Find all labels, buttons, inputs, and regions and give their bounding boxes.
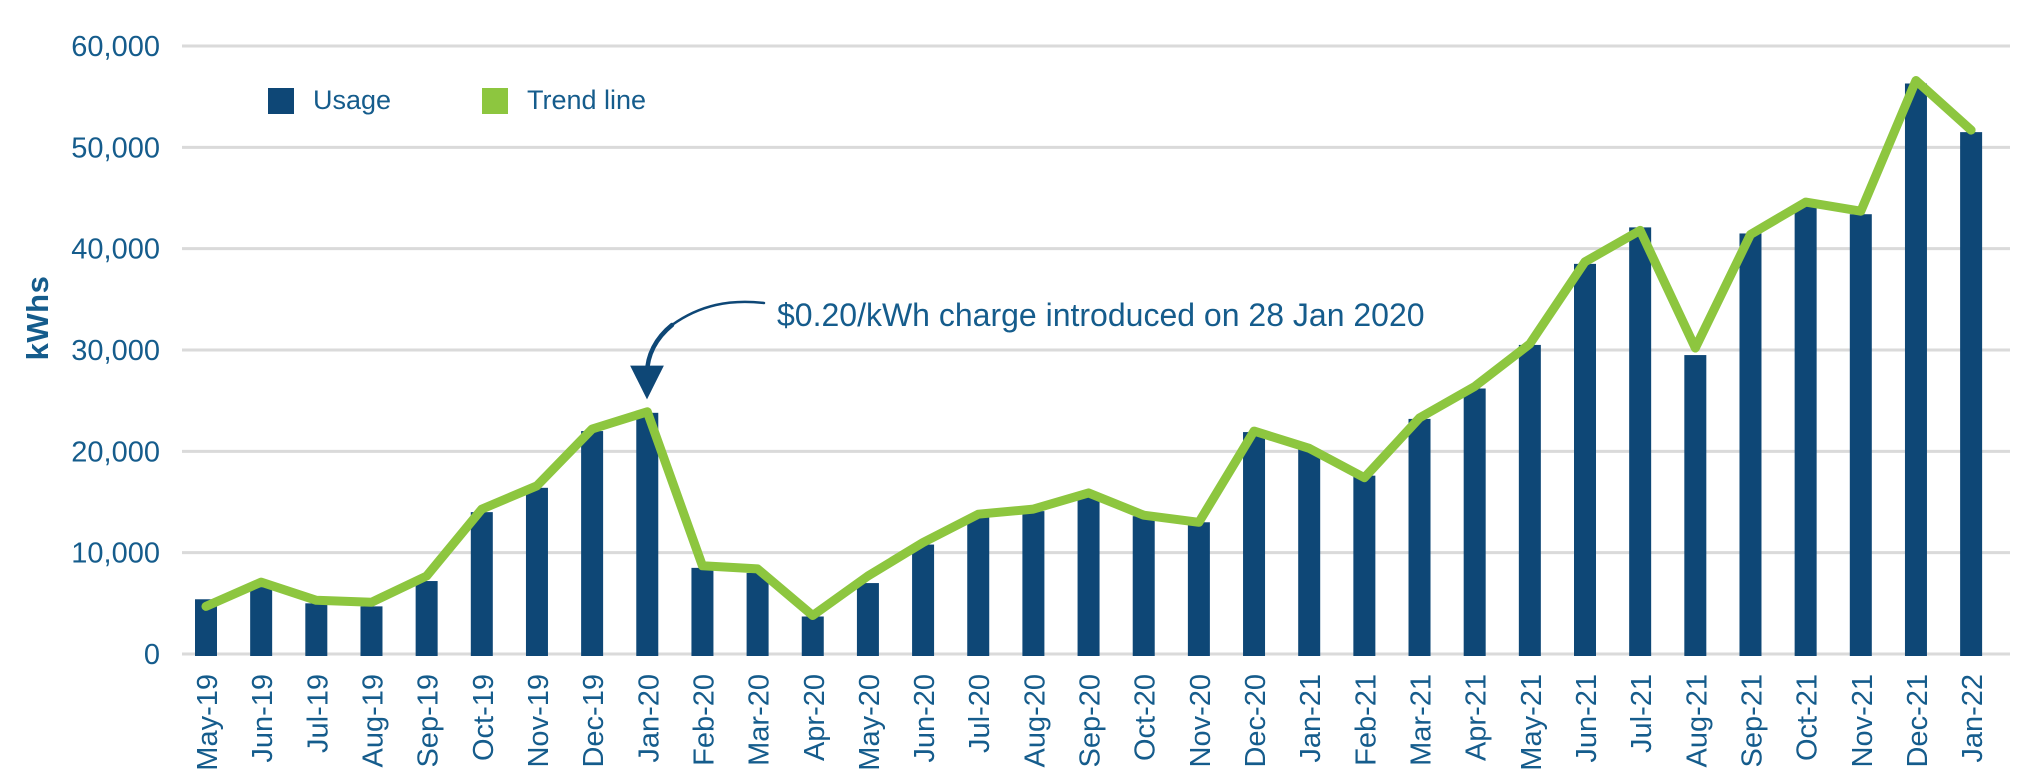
- usage-bar: [1904, 83, 1927, 656]
- usage-bar: [1849, 214, 1872, 657]
- usage-bar: [746, 572, 769, 656]
- x-tick-label: May-21: [1516, 674, 1548, 771]
- usage-bar: [1739, 233, 1762, 656]
- x-tick-label: Jul-20: [964, 674, 996, 753]
- y-tick-label: 60,000: [71, 31, 160, 63]
- x-tick-label: Jan-21: [1295, 674, 1327, 763]
- usage-bar: [1022, 511, 1045, 656]
- usage-bar: [195, 599, 217, 656]
- usage-bar: [525, 487, 548, 656]
- usage-bar: [581, 431, 604, 656]
- usage-bar: [967, 516, 990, 656]
- usage-bar: [360, 606, 383, 656]
- annotation-text: $0.20/kWh charge introduced on 28 Jan 20…: [777, 297, 1425, 333]
- usage-bar: [250, 587, 273, 656]
- x-tick-label: Nov-19: [523, 674, 555, 768]
- usage-bar: [1794, 204, 1817, 656]
- x-tick-label: Aug-20: [1019, 674, 1051, 768]
- usage-swatch-icon: [268, 87, 294, 114]
- legend-label-trend-line: Trend line: [527, 85, 647, 115]
- legend-label-usage: Usage: [313, 85, 392, 115]
- x-tick-label: Jun-19: [247, 674, 279, 763]
- x-tick-label: May-19: [192, 674, 224, 771]
- x-tick-label: Jun-21: [1571, 674, 1603, 763]
- usage-bar: [1960, 132, 1983, 657]
- x-tick-label: Apr-20: [799, 674, 831, 761]
- x-tick-label: Oct-20: [1130, 674, 1162, 761]
- x-tick-label: Jun-20: [909, 674, 941, 763]
- x-tick-label: Dec-21: [1902, 674, 1934, 768]
- x-tick-label: Oct-21: [1792, 674, 1824, 761]
- usage-bar: [856, 583, 879, 656]
- x-tick-label: Aug-19: [357, 674, 389, 768]
- usage-bar: [470, 512, 493, 656]
- usage-bar: [1518, 344, 1541, 656]
- x-tick-label: Apr-21: [1461, 674, 1493, 761]
- y-tick-label: 0: [144, 639, 160, 671]
- x-tick-label: Nov-21: [1847, 674, 1879, 768]
- x-tick-label: Nov-20: [1185, 674, 1217, 768]
- usage-bar: [305, 603, 328, 656]
- x-tick-label: Dec-20: [1240, 674, 1272, 768]
- x-tick-label: Jul-19: [302, 674, 334, 753]
- x-tick-label: Jul-21: [1626, 674, 1658, 753]
- legend-item-trend-line: Trend line: [482, 85, 646, 116]
- usage-bar: [801, 616, 824, 656]
- x-tick-label: Feb-21: [1350, 674, 1382, 766]
- x-tick-label: Jan-22: [1957, 674, 1989, 763]
- y-tick-label: 20,000: [71, 436, 160, 468]
- usage-bar: [415, 581, 438, 656]
- x-tick-label: Dec-19: [578, 674, 610, 768]
- usage-bar: [1629, 227, 1652, 657]
- x-tick-label: May-20: [854, 674, 886, 771]
- usage-bar: [1353, 475, 1376, 656]
- usage-bar: [912, 544, 935, 656]
- legend-item-usage: Usage: [268, 85, 391, 116]
- x-tick-label: Aug-21: [1681, 674, 1713, 768]
- x-tick-label: Sep-21: [1736, 674, 1768, 768]
- usage-bar: [636, 412, 659, 656]
- usage-bar: [1684, 355, 1707, 656]
- x-tick-label: Oct-19: [468, 674, 500, 761]
- usage-bar: [1132, 516, 1155, 656]
- usage-bar: [1408, 418, 1431, 656]
- y-tick-label: 10,000: [71, 538, 160, 570]
- x-tick-label: Mar-21: [1406, 674, 1438, 766]
- usage-bar: [1243, 432, 1266, 656]
- usage-bar: [1187, 522, 1210, 656]
- usage-bar: [1077, 496, 1100, 656]
- trend-line: [201, 76, 1976, 620]
- y-tick-label: 50,000: [71, 132, 160, 164]
- y-tick-label: 30,000: [71, 335, 160, 367]
- x-tick-label: Sep-20: [1075, 674, 1107, 768]
- x-tick-label: Sep-19: [413, 674, 445, 768]
- y-tick-label: 40,000: [71, 234, 160, 266]
- x-tick-label: Mar-20: [744, 674, 776, 766]
- usage-bar: [1298, 449, 1321, 656]
- usage-bar: [1574, 263, 1596, 656]
- x-tick-label: Feb-20: [688, 674, 720, 766]
- usage-bar: [691, 567, 714, 656]
- x-tick-label: Jan-20: [633, 674, 665, 763]
- trend-line-swatch-icon: [482, 87, 508, 114]
- usage-bar: [1463, 388, 1486, 656]
